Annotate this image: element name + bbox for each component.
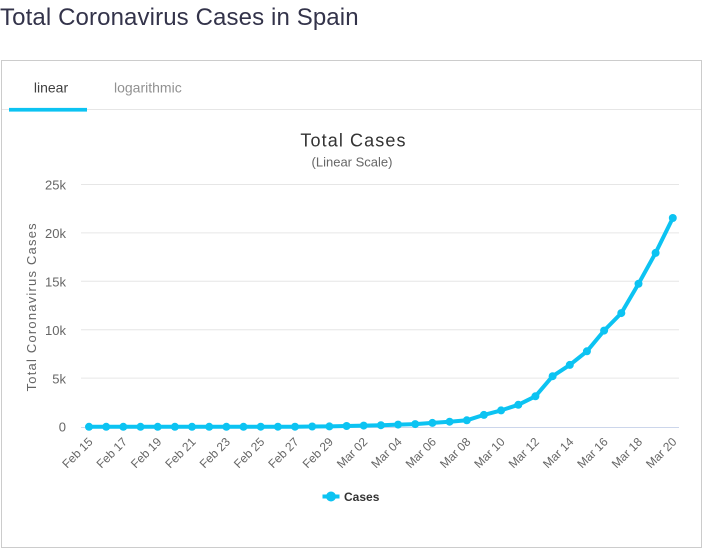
svg-text:Total Coronavirus Cases: Total Coronavirus Cases	[24, 222, 39, 391]
svg-text:(Linear Scale): (Linear Scale)	[312, 155, 393, 170]
svg-text:Total Coronavirus Cases in Spa: Total Coronavirus Cases in Spain	[0, 4, 359, 31]
svg-text:logarithmic: logarithmic	[114, 80, 182, 96]
svg-text:Total Cases: Total Cases	[300, 131, 406, 151]
svg-text:5k: 5k	[52, 371, 66, 386]
svg-text:20k: 20k	[45, 226, 66, 241]
svg-text:linear: linear	[34, 80, 69, 96]
svg-text:10k: 10k	[45, 323, 66, 338]
svg-text:Cases: Cases	[344, 490, 380, 504]
svg-text:25k: 25k	[45, 178, 66, 193]
svg-text:0: 0	[59, 420, 66, 435]
svg-text:15k: 15k	[45, 275, 66, 290]
